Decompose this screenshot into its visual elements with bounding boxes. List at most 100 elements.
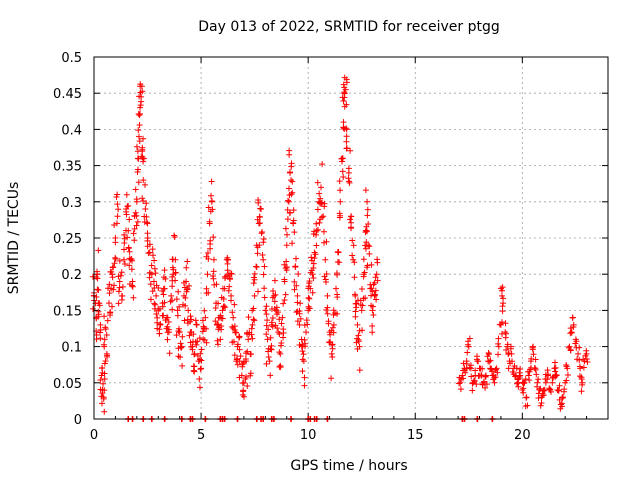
data-point [345, 165, 352, 172]
data-point [196, 335, 203, 342]
data-point [471, 377, 478, 384]
data-point [504, 341, 511, 348]
data-point [97, 329, 104, 336]
data-point [552, 364, 559, 371]
data-point [236, 346, 243, 353]
data-point [186, 282, 193, 289]
data-point [206, 218, 213, 225]
data-point [98, 400, 105, 407]
data-point [210, 234, 217, 241]
data-point [329, 341, 336, 348]
data-point [340, 97, 347, 104]
data-point [111, 260, 118, 267]
data-point [460, 360, 467, 367]
data-point [117, 272, 124, 279]
data-point [100, 394, 107, 401]
data-point [179, 333, 186, 340]
data-point [169, 297, 176, 304]
data-point [472, 367, 479, 374]
x-tick-label: 5 [197, 428, 205, 443]
data-point [374, 277, 381, 284]
data-point [288, 160, 295, 167]
data-point [334, 291, 341, 298]
data-point [306, 305, 313, 312]
data-point [109, 264, 116, 271]
data-point [456, 380, 463, 387]
data-point [293, 255, 300, 262]
y-tick-label: 0.35 [53, 160, 82, 175]
data-point [226, 276, 233, 283]
data-point [492, 374, 499, 381]
data-point [174, 307, 181, 314]
data-point [342, 86, 349, 93]
data-point [246, 329, 253, 336]
data-point [109, 274, 116, 281]
data-point [271, 298, 278, 305]
data-point [368, 285, 375, 292]
data-point [123, 208, 130, 215]
data-point [313, 220, 320, 227]
data-point [534, 383, 541, 390]
data-point [231, 352, 238, 359]
data-point [198, 365, 205, 372]
data-point [366, 250, 373, 257]
data-point [196, 376, 203, 382]
data-point [330, 321, 337, 328]
data-point [281, 297, 288, 304]
data-point [176, 329, 183, 336]
data-point [240, 388, 247, 395]
data-point [95, 247, 102, 254]
data-point [222, 304, 229, 311]
data-point [296, 310, 303, 317]
data-point [323, 278, 330, 285]
data-point [94, 275, 101, 282]
data-point [499, 308, 506, 315]
data-point [584, 359, 591, 366]
data-point [259, 252, 266, 259]
y-tick-label: 0.1 [61, 341, 82, 356]
data-point [520, 385, 527, 392]
data-point [578, 376, 585, 383]
data-point [114, 201, 121, 208]
data-point [129, 282, 136, 289]
data-point [276, 316, 283, 323]
data-point [102, 325, 109, 332]
data-point [340, 119, 347, 126]
data-point [101, 360, 108, 367]
data-point [209, 206, 216, 213]
data-point [272, 291, 279, 298]
data-point [215, 300, 222, 307]
data-point [165, 326, 172, 333]
data-point [198, 346, 205, 353]
data-point [137, 102, 144, 109]
data-point [263, 322, 270, 329]
data-point [369, 307, 376, 314]
data-point [364, 212, 371, 219]
data-point [133, 212, 140, 219]
data-point [350, 256, 357, 263]
data-point [97, 326, 104, 333]
data-point [299, 368, 306, 375]
data-point [95, 308, 102, 315]
data-point [537, 385, 544, 392]
data-point [343, 138, 350, 145]
data-point [101, 408, 108, 415]
data-point [282, 225, 289, 232]
data-point [292, 263, 299, 270]
data-point [220, 295, 227, 302]
data-point [259, 228, 266, 235]
data-point [133, 196, 140, 203]
data-point [140, 158, 147, 165]
data-point [306, 280, 313, 287]
data-point [233, 329, 240, 336]
data-point [287, 209, 294, 216]
data-point [113, 193, 120, 200]
data-point [216, 324, 223, 331]
data-point [257, 205, 264, 212]
data-point [578, 388, 585, 395]
data-point [323, 270, 330, 277]
data-point [204, 271, 211, 278]
data-point [221, 303, 228, 310]
data-point [261, 285, 268, 292]
data-point [240, 379, 247, 386]
